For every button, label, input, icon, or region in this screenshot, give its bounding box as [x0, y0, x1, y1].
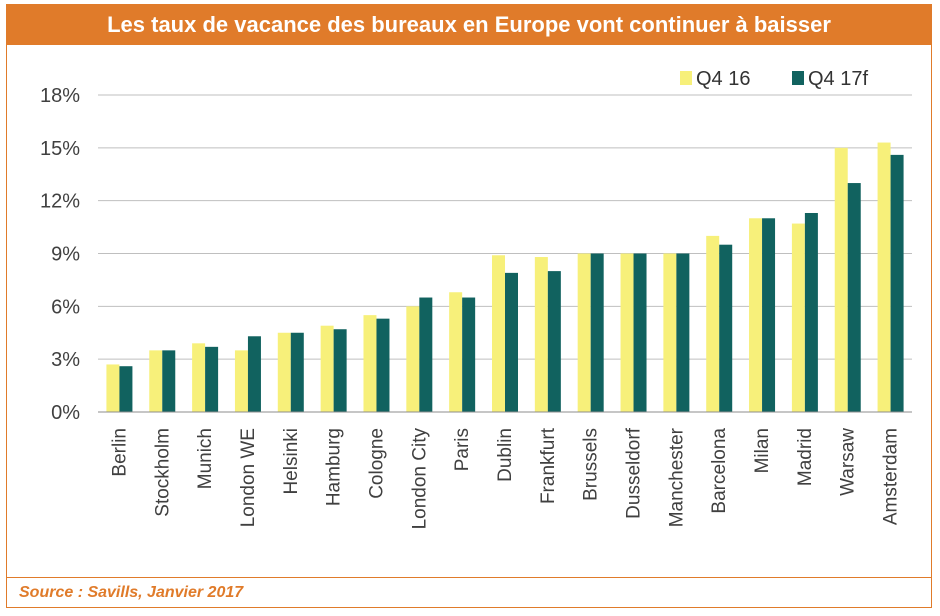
- bar-q4-16: [577, 253, 591, 412]
- legend-label: Q4 17f: [808, 68, 868, 90]
- y-tick-label: 12%: [40, 191, 80, 213]
- x-category-label: Madrid: [795, 428, 816, 486]
- bar-q4-16: [363, 315, 377, 412]
- bar-q4-17f: [762, 218, 776, 412]
- x-category-label: Helsinki: [281, 428, 302, 495]
- y-tick-label: 0%: [51, 402, 80, 424]
- bar-q4-16: [663, 253, 677, 412]
- x-category-label: Hamburg: [324, 428, 345, 506]
- chart-frame: Les taux de vacance des bureaux en Europ…: [6, 4, 932, 608]
- x-category-label: Berlin: [109, 428, 130, 477]
- bar-q4-16: [192, 343, 206, 412]
- bar-q4-16: [877, 142, 891, 413]
- bar-q4-17f: [290, 332, 304, 412]
- source-note: Source : Savills, Janvier 2017: [7, 577, 931, 607]
- x-category-label: Amsterdam: [881, 428, 902, 525]
- chart-title: Les taux de vacance des bureaux en Europ…: [7, 5, 931, 45]
- x-category-label: Frankfurt: [538, 427, 559, 504]
- bar-q4-16: [406, 306, 420, 412]
- y-tick-label: 18%: [40, 85, 80, 107]
- bar-q4-17f: [804, 212, 818, 412]
- x-category-label: Brussels: [581, 428, 602, 501]
- x-category-label: Barcelona: [709, 428, 730, 514]
- bar-q4-16: [492, 255, 505, 412]
- bar-q4-16: [320, 325, 334, 412]
- legend-swatch: [792, 71, 804, 85]
- bar-q4-17f: [247, 336, 261, 412]
- bar-q4-17f: [676, 253, 690, 412]
- bar-q4-16: [834, 147, 848, 413]
- bar-q4-16: [277, 332, 291, 412]
- bar-q4-16: [791, 223, 805, 412]
- x-category-label: Dusseldorf: [624, 427, 645, 519]
- bar-q4-17f: [462, 297, 476, 412]
- x-category-label: Munich: [195, 428, 216, 489]
- y-tick-label: 6%: [51, 296, 80, 318]
- y-tick-label: 15%: [40, 138, 80, 160]
- bar-q4-17f: [119, 366, 133, 412]
- legend-label: Q4 16: [696, 68, 750, 90]
- bar-q4-16: [106, 364, 120, 412]
- bar-q4-17f: [162, 350, 176, 412]
- y-tick-label: 3%: [51, 349, 80, 371]
- x-category-label: Stockholm: [152, 428, 173, 517]
- bar-q4-17f: [890, 154, 904, 412]
- bar-q4-17f: [633, 253, 647, 412]
- y-tick-label: 9%: [51, 244, 80, 266]
- x-category-label: London WE: [238, 428, 259, 527]
- x-category-label: Warsaw: [838, 428, 859, 496]
- bar-q4-16: [149, 350, 163, 412]
- bar-q4-17f: [333, 329, 347, 412]
- x-category-label: Dublin: [495, 428, 516, 482]
- bar-q4-17f: [505, 272, 518, 412]
- x-category-label: Milan: [752, 428, 773, 473]
- x-category-label: Manchester: [666, 427, 687, 527]
- bar-q4-16: [620, 253, 634, 412]
- bar-q4-16: [749, 218, 763, 412]
- legend-swatch: [680, 71, 692, 85]
- bar-q4-16: [706, 235, 720, 412]
- bar-q4-16: [449, 292, 463, 412]
- x-category-label: Paris: [452, 428, 473, 471]
- bar-q4-17f: [205, 346, 219, 412]
- x-category-label: Cologne: [366, 428, 387, 499]
- bar-q4-16: [534, 257, 548, 412]
- bar-q4-17f: [547, 271, 561, 412]
- bar-q4-17f: [847, 183, 861, 412]
- bar-q4-17f: [719, 244, 733, 412]
- x-category-label: London City: [409, 428, 430, 530]
- bar-q4-17f: [419, 297, 433, 412]
- bar-q4-17f: [376, 318, 390, 412]
- bar-q4-16: [234, 350, 248, 412]
- bar-q4-17f: [590, 253, 604, 412]
